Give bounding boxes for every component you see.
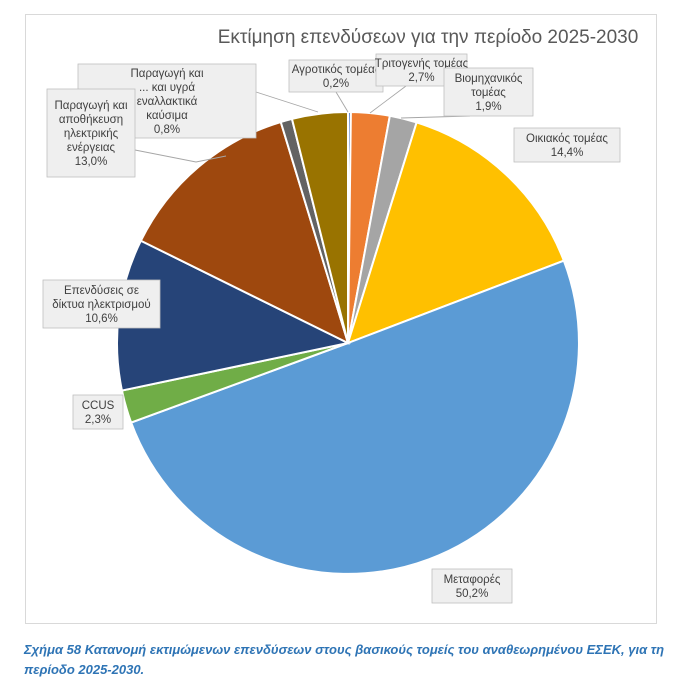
data-label-category: εναλλακτικά: [137, 96, 198, 108]
data-label-value: 50,2%: [456, 588, 489, 600]
data-label-value: 14,4%: [551, 147, 584, 159]
data-label-category: τομέας: [471, 87, 506, 99]
data-label-category: Αγροτικός τομέας: [292, 64, 381, 76]
data-label: Βιομηχανικός τομέας 1,9%: [443, 67, 534, 117]
data-label-category: Παραγωγή και: [130, 68, 203, 80]
chart-title: Εκτίμηση επενδύσεων για την περίοδο 2025…: [218, 27, 639, 48]
data-label-category: Οικιακός τομέας: [526, 133, 608, 145]
data-label-value: 2,7%: [408, 72, 434, 84]
leader-line: [134, 149, 227, 163]
data-label: Αγροτικός τομέας 0,2%: [288, 59, 384, 93]
pie-slice: [129, 259, 580, 575]
figure-caption: Σχήμα 58 Κατανομή εκτιμώμενων επενδύσεων…: [24, 642, 665, 677]
data-label-value: 10,6%: [85, 313, 118, 325]
data-label-box: [443, 67, 534, 117]
data-label-value: 0,2%: [323, 78, 349, 90]
data-label-category: δίκτυα ηλεκτρισμού: [52, 299, 150, 311]
leader-line: [335, 91, 349, 113]
data-label-category: Τριτογενής τομέας: [375, 58, 469, 70]
leader-line: [255, 91, 319, 113]
data-label-category: αποθήκευση: [59, 114, 123, 126]
pie-slice: [139, 120, 350, 345]
data-label-box: [431, 568, 513, 604]
leader-line: [369, 85, 407, 114]
data-label-value: 2,3%: [85, 414, 111, 426]
pie-slice: [346, 121, 566, 345]
data-label-box: [46, 88, 136, 178]
data-label-category: ενέργειας: [67, 142, 116, 154]
data-label: Μεταφορές 50,2%: [431, 568, 513, 604]
data-label: Οικιακός τομέας 14,4%: [513, 127, 621, 163]
data-label-category: ... και υγρά: [139, 82, 195, 94]
data-label-value: 0,8%: [154, 124, 180, 136]
data-label-box: [42, 279, 161, 329]
data-label: Επενδύσεις σε δίκτυα ηλεκτρισμού 10,6%: [42, 279, 161, 329]
data-label-box: [72, 394, 124, 430]
data-label-value: 1,9%: [475, 101, 501, 113]
data-label-category: Επενδύσεις σε: [64, 285, 139, 297]
data-label-category: Παραγωγή και: [54, 100, 127, 112]
data-label-category: καύσιμα: [146, 110, 188, 122]
data-label-value: 13,0%: [75, 156, 108, 168]
data-label-box: [288, 59, 384, 93]
data-label-category: Βιομηχανικός: [455, 73, 523, 85]
data-label: Παραγωγή και αποθήκευση ηλεκτρικής ενέργεια…: [46, 88, 136, 178]
data-label-category: Μεταφορές: [444, 574, 501, 586]
data-label-category: ηλεκτρικής: [64, 128, 119, 140]
data-label-category: CCUS: [82, 400, 115, 412]
pie-chart: Εκτίμηση επενδύσεων για την περίοδο 2025…: [42, 27, 639, 604]
data-label: CCUS 2,3%: [72, 394, 124, 430]
data-label-box: [513, 127, 621, 163]
